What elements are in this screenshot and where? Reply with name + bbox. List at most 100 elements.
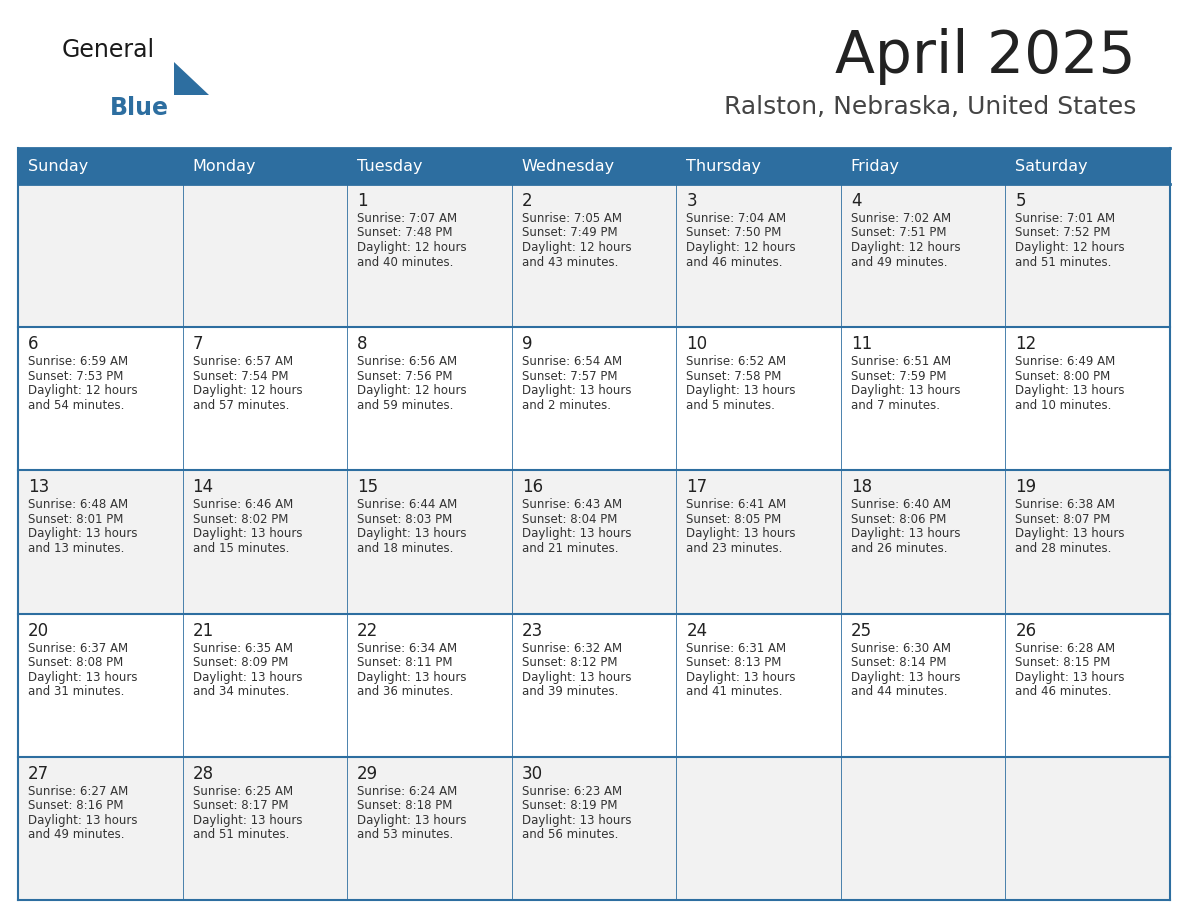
Bar <box>347 613 512 756</box>
Bar <box>1005 756 1170 900</box>
Text: Daylight: 13 hours: Daylight: 13 hours <box>522 385 631 397</box>
Text: 13: 13 <box>29 478 49 497</box>
Text: 8: 8 <box>358 335 367 353</box>
Text: Blue: Blue <box>110 96 169 120</box>
Text: Sunset: 7:49 PM: Sunset: 7:49 PM <box>522 227 618 240</box>
Text: 20: 20 <box>29 621 49 640</box>
Text: Daylight: 12 hours: Daylight: 12 hours <box>1016 241 1125 254</box>
Text: and 46 minutes.: and 46 minutes. <box>1016 685 1112 698</box>
Text: 29: 29 <box>358 765 378 783</box>
Bar <box>512 613 676 756</box>
Bar <box>676 613 841 756</box>
Text: Sunrise: 6:41 AM: Sunrise: 6:41 AM <box>687 498 786 511</box>
Text: Sunrise: 6:34 AM: Sunrise: 6:34 AM <box>358 642 457 655</box>
Text: and 54 minutes.: and 54 minutes. <box>29 398 125 411</box>
Text: and 51 minutes.: and 51 minutes. <box>192 828 289 841</box>
Text: and 46 minutes.: and 46 minutes. <box>687 255 783 268</box>
Text: Sunrise: 6:38 AM: Sunrise: 6:38 AM <box>1016 498 1116 511</box>
Text: and 15 minutes.: and 15 minutes. <box>192 542 289 554</box>
Text: 25: 25 <box>851 621 872 640</box>
Polygon shape <box>173 62 209 95</box>
Text: 1: 1 <box>358 192 368 210</box>
Text: Sunset: 8:08 PM: Sunset: 8:08 PM <box>29 656 124 669</box>
Text: Sunset: 7:51 PM: Sunset: 7:51 PM <box>851 227 947 240</box>
Text: Monday: Monday <box>192 159 257 174</box>
Text: Sunset: 8:04 PM: Sunset: 8:04 PM <box>522 513 617 526</box>
Text: Sunrise: 6:30 AM: Sunrise: 6:30 AM <box>851 642 950 655</box>
Bar <box>841 613 1005 756</box>
Bar <box>841 184 1005 327</box>
Text: Sunrise: 6:32 AM: Sunrise: 6:32 AM <box>522 642 621 655</box>
Text: Sunrise: 7:02 AM: Sunrise: 7:02 AM <box>851 212 950 225</box>
Text: Sunrise: 6:51 AM: Sunrise: 6:51 AM <box>851 355 950 368</box>
Text: 6: 6 <box>29 335 38 353</box>
Text: and 39 minutes.: and 39 minutes. <box>522 685 618 698</box>
Text: Sunrise: 6:25 AM: Sunrise: 6:25 AM <box>192 785 292 798</box>
Text: Daylight: 13 hours: Daylight: 13 hours <box>687 671 796 684</box>
Bar <box>347 470 512 613</box>
Text: Sunset: 7:52 PM: Sunset: 7:52 PM <box>1016 227 1111 240</box>
Text: Sunrise: 7:05 AM: Sunrise: 7:05 AM <box>522 212 621 225</box>
Bar <box>1005 327 1170 470</box>
Text: 14: 14 <box>192 478 214 497</box>
Text: 16: 16 <box>522 478 543 497</box>
Bar <box>841 148 1005 184</box>
Text: Sunset: 7:56 PM: Sunset: 7:56 PM <box>358 370 453 383</box>
Bar <box>18 327 183 470</box>
Bar <box>183 613 347 756</box>
Text: Sunset: 8:02 PM: Sunset: 8:02 PM <box>192 513 287 526</box>
Text: Daylight: 13 hours: Daylight: 13 hours <box>851 528 960 541</box>
Text: Sunrise: 6:49 AM: Sunrise: 6:49 AM <box>1016 355 1116 368</box>
Text: Sunrise: 7:07 AM: Sunrise: 7:07 AM <box>358 212 457 225</box>
Text: Friday: Friday <box>851 159 899 174</box>
Text: and 41 minutes.: and 41 minutes. <box>687 685 783 698</box>
Bar <box>676 148 841 184</box>
Text: Sunday: Sunday <box>29 159 88 174</box>
Text: Daylight: 13 hours: Daylight: 13 hours <box>522 813 631 827</box>
Text: 17: 17 <box>687 478 707 497</box>
Bar <box>18 613 183 756</box>
Text: and 57 minutes.: and 57 minutes. <box>192 398 289 411</box>
Text: Sunrise: 6:35 AM: Sunrise: 6:35 AM <box>192 642 292 655</box>
Bar <box>18 184 183 327</box>
Bar <box>1005 184 1170 327</box>
Text: and 31 minutes.: and 31 minutes. <box>29 685 125 698</box>
Text: and 56 minutes.: and 56 minutes. <box>522 828 618 841</box>
Bar <box>512 184 676 327</box>
Bar <box>18 756 183 900</box>
Text: Tuesday: Tuesday <box>358 159 423 174</box>
Text: Sunset: 7:58 PM: Sunset: 7:58 PM <box>687 370 782 383</box>
Bar <box>1005 470 1170 613</box>
Text: 3: 3 <box>687 192 697 210</box>
Text: Sunset: 8:19 PM: Sunset: 8:19 PM <box>522 800 618 812</box>
Bar <box>512 470 676 613</box>
Text: Daylight: 12 hours: Daylight: 12 hours <box>29 385 138 397</box>
Text: Daylight: 13 hours: Daylight: 13 hours <box>192 671 302 684</box>
Text: and 40 minutes.: and 40 minutes. <box>358 255 454 268</box>
Text: Thursday: Thursday <box>687 159 762 174</box>
Bar <box>183 148 347 184</box>
Bar <box>347 148 512 184</box>
Text: and 43 minutes.: and 43 minutes. <box>522 255 618 268</box>
Text: and 21 minutes.: and 21 minutes. <box>522 542 618 554</box>
Text: Sunrise: 6:27 AM: Sunrise: 6:27 AM <box>29 785 128 798</box>
Text: 15: 15 <box>358 478 378 497</box>
Bar <box>1005 613 1170 756</box>
Text: 19: 19 <box>1016 478 1037 497</box>
Text: Sunrise: 6:24 AM: Sunrise: 6:24 AM <box>358 785 457 798</box>
Text: Sunset: 8:01 PM: Sunset: 8:01 PM <box>29 513 124 526</box>
Text: Daylight: 13 hours: Daylight: 13 hours <box>358 528 467 541</box>
Text: Daylight: 13 hours: Daylight: 13 hours <box>1016 528 1125 541</box>
Text: Daylight: 13 hours: Daylight: 13 hours <box>1016 671 1125 684</box>
Text: 24: 24 <box>687 621 707 640</box>
Text: General: General <box>62 38 156 62</box>
Text: Sunrise: 6:43 AM: Sunrise: 6:43 AM <box>522 498 621 511</box>
Text: Sunset: 8:05 PM: Sunset: 8:05 PM <box>687 513 782 526</box>
Text: Sunset: 8:11 PM: Sunset: 8:11 PM <box>358 656 453 669</box>
Text: Sunset: 7:53 PM: Sunset: 7:53 PM <box>29 370 124 383</box>
Text: and 49 minutes.: and 49 minutes. <box>29 828 125 841</box>
Text: Sunrise: 6:52 AM: Sunrise: 6:52 AM <box>687 355 786 368</box>
Text: and 44 minutes.: and 44 minutes. <box>851 685 947 698</box>
Text: and 23 minutes.: and 23 minutes. <box>687 542 783 554</box>
Text: 21: 21 <box>192 621 214 640</box>
